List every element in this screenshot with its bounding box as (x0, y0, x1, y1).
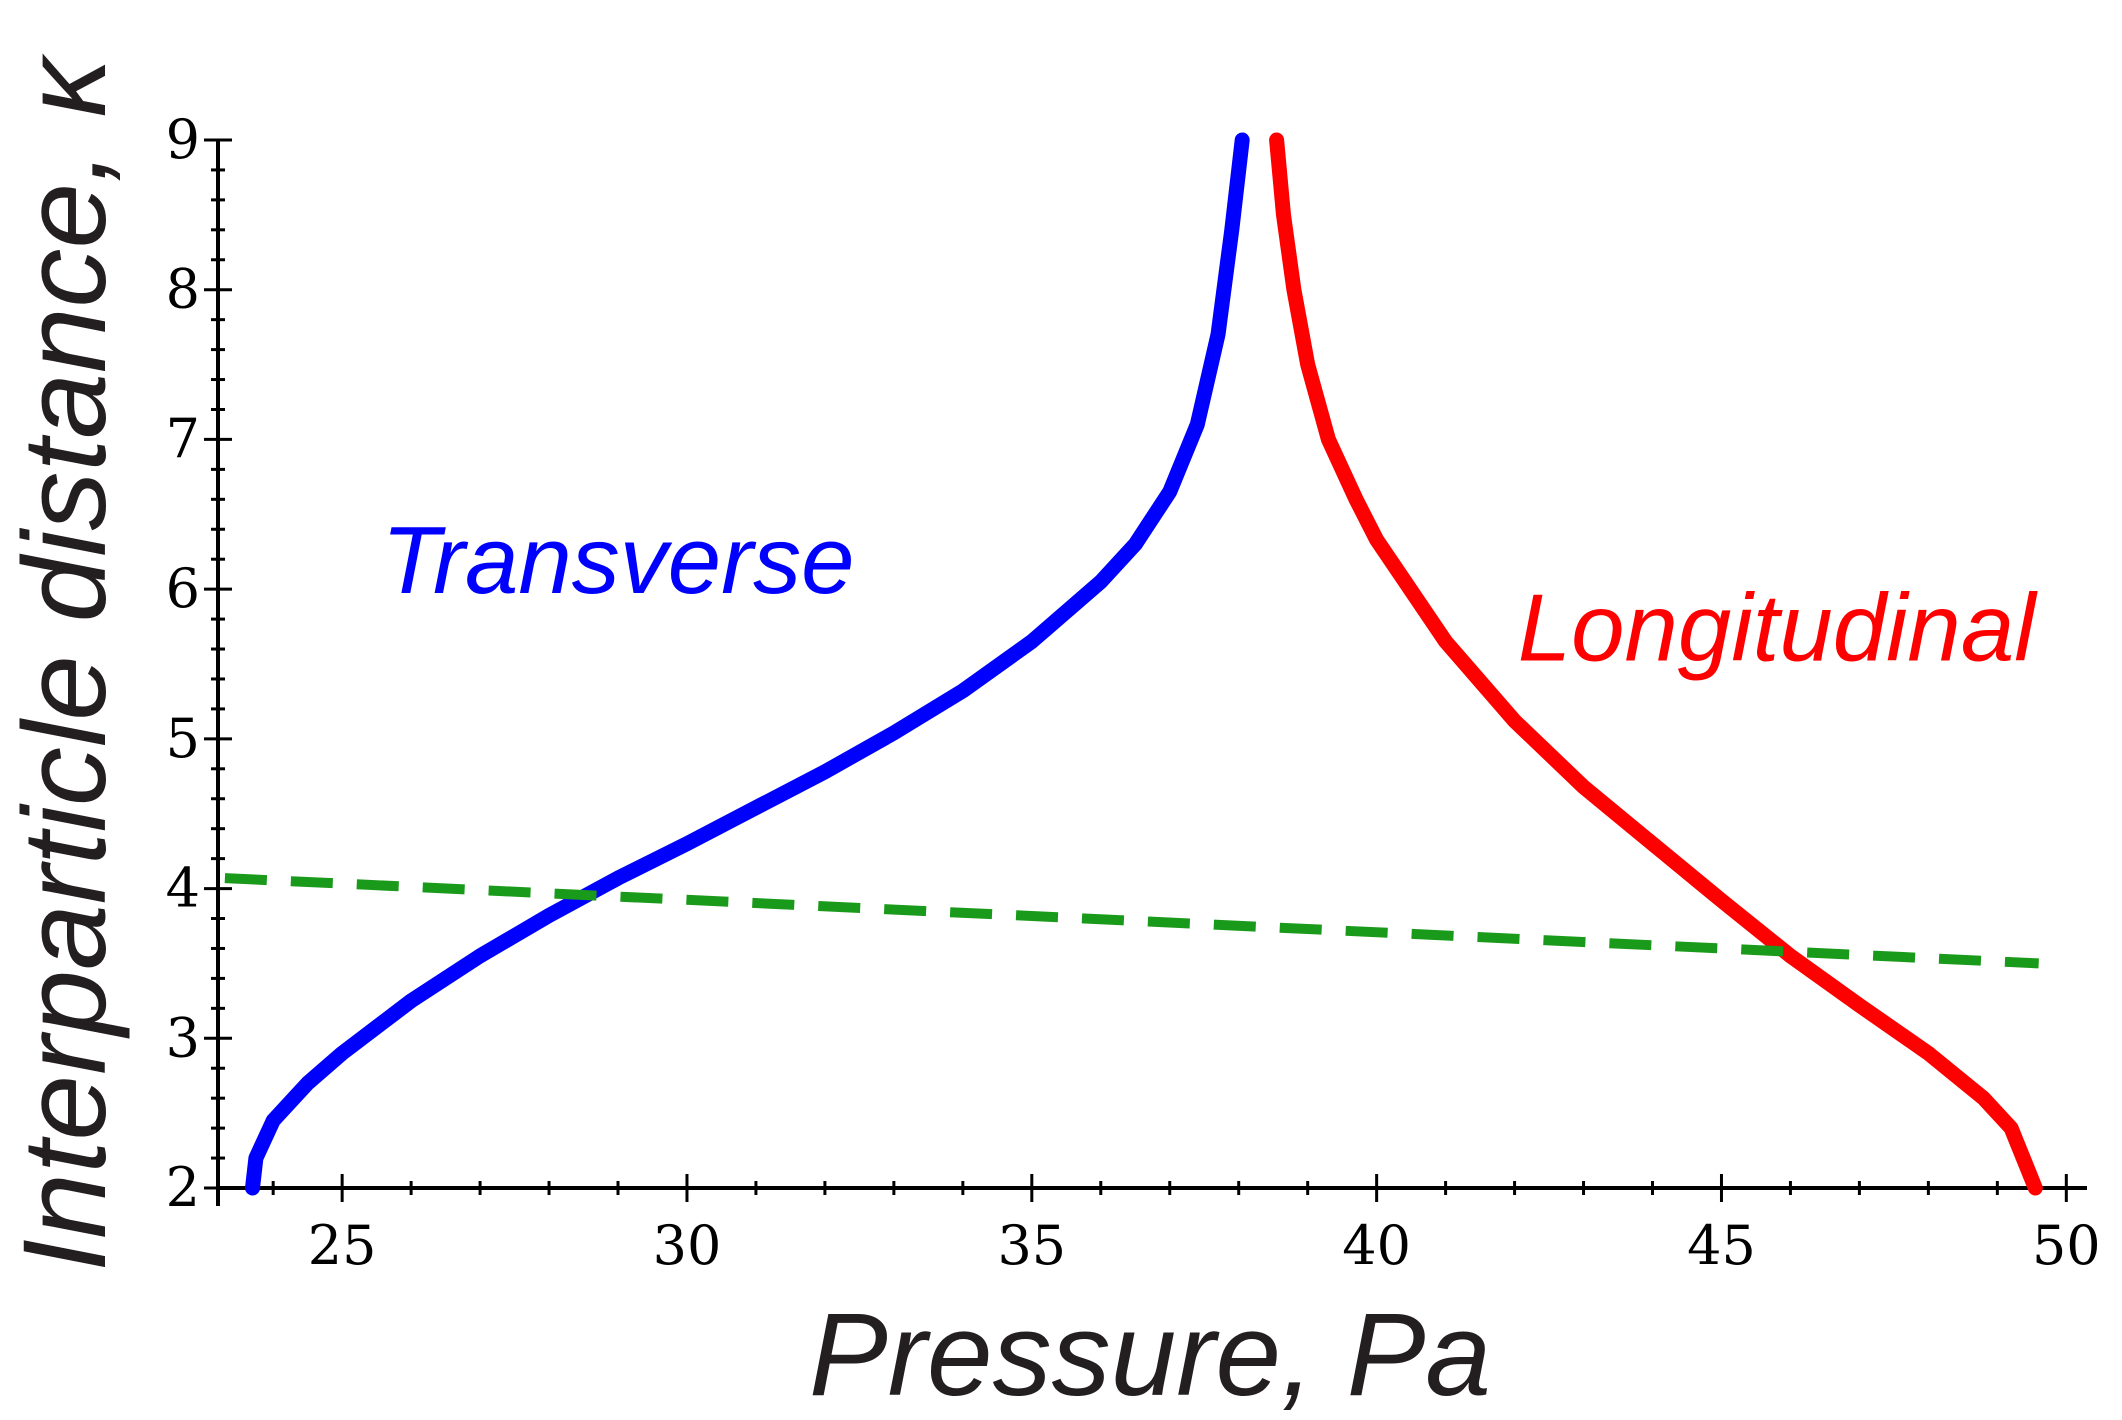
y-tick-label: 5 (166, 707, 200, 770)
y-tick-label: 6 (166, 557, 200, 620)
series-line-longitudinal (1269, 132, 2043, 1196)
x-tick-label: 40 (1342, 1214, 1411, 1277)
x-tick-label: 35 (997, 1214, 1066, 1277)
y-tick-label: 7 (166, 407, 200, 470)
x-axis-title: Pressure, Pa (809, 1289, 1491, 1420)
y-tick-label: 9 (166, 108, 200, 171)
y-tick-label: 2 (166, 1156, 200, 1219)
y-tick-label: 3 (166, 1006, 200, 1069)
y-tick-label: 8 (166, 258, 200, 321)
axes (216, 140, 2087, 1206)
series-line-reference-dashed (224, 873, 2039, 969)
x-tick-label: 50 (2032, 1214, 2101, 1277)
x-tick-label: 25 (308, 1214, 377, 1277)
y-axis-title: Interparticle distance, κ (0, 53, 131, 1271)
series-layer (224, 132, 2043, 1196)
series-label-longitudinal: Longitudinal (1518, 575, 2038, 682)
y-tick-label: 4 (166, 857, 200, 920)
series-label-transverse: Transverse (381, 507, 854, 614)
series-line-transverse (245, 132, 1250, 1196)
x-tick-label: 30 (653, 1214, 722, 1277)
x-tick-label: 45 (1687, 1214, 1756, 1277)
